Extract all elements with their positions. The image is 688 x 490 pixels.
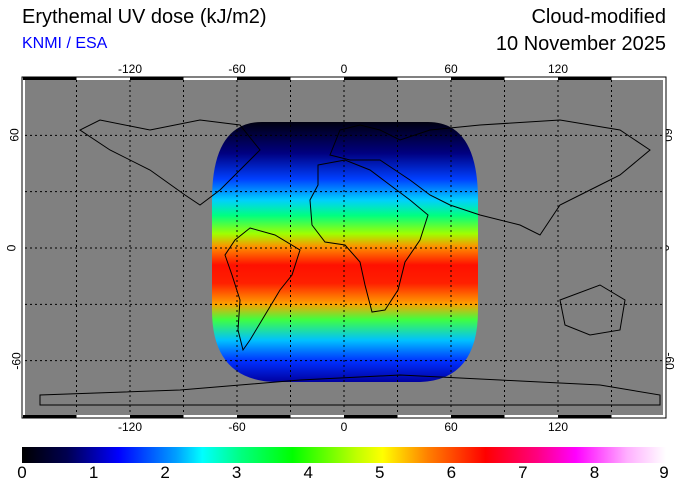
- frame-tick-bar: [558, 77, 612, 80]
- longitude-label: -120: [117, 62, 143, 76]
- colorbar-tick-label: 9: [659, 463, 669, 482]
- coastlines: [39, 119, 661, 406]
- graticule: [25, 80, 663, 415]
- credit-label: KNMI / ESA: [22, 35, 108, 52]
- frame-tick-bar: [23, 415, 77, 418]
- map-title: Erythemal UV dose (kJ/m2): [22, 6, 267, 28]
- longitude-label: -60: [228, 62, 246, 76]
- colorbar-tick-label: 5: [375, 463, 385, 482]
- colorbar-tick-label: 3: [231, 463, 242, 482]
- frame-tick-bar: [451, 415, 505, 418]
- colorbar-tick-label: 1: [88, 463, 99, 482]
- mode-label: Cloud-modified: [531, 6, 666, 28]
- longitude-label: 60: [444, 420, 458, 434]
- colorbar-tick-label: 6: [446, 463, 457, 482]
- frame-tick-bar: [344, 415, 398, 418]
- frame-tick-bar: [451, 77, 505, 80]
- longitude-label: 0: [340, 62, 348, 76]
- frame-tick-bar: [237, 415, 291, 418]
- frame-tick-bar: [130, 77, 184, 80]
- frame-tick-bar: [130, 415, 184, 418]
- uv-data-swath: [212, 122, 478, 382]
- longitude-label: -120: [117, 420, 143, 434]
- longitude-label: 120: [547, 420, 569, 434]
- colorbar-tick-label: 8: [589, 463, 600, 482]
- frame-tick-bar: [558, 415, 612, 418]
- frame-ticks: [23, 77, 612, 418]
- colorbar-tick-label: 2: [160, 463, 170, 482]
- frame-tick-bar: [344, 77, 398, 80]
- longitude-label: 60: [444, 62, 458, 76]
- uv-dose-map: [21, 76, 667, 419]
- longitude-label: -60: [228, 420, 246, 434]
- colorbar-tick-label: 0: [17, 463, 27, 482]
- longitude-label: 120: [547, 62, 569, 76]
- colorbar-tick-label: 7: [518, 463, 528, 482]
- frame-tick-bar: [237, 77, 291, 80]
- date-label: 10 November 2025: [495, 33, 666, 55]
- frame-tick-bar: [23, 77, 77, 80]
- colorbar: [22, 447, 666, 463]
- longitude-label: 0: [340, 420, 348, 434]
- colorbar-tick-label: 4: [303, 463, 313, 482]
